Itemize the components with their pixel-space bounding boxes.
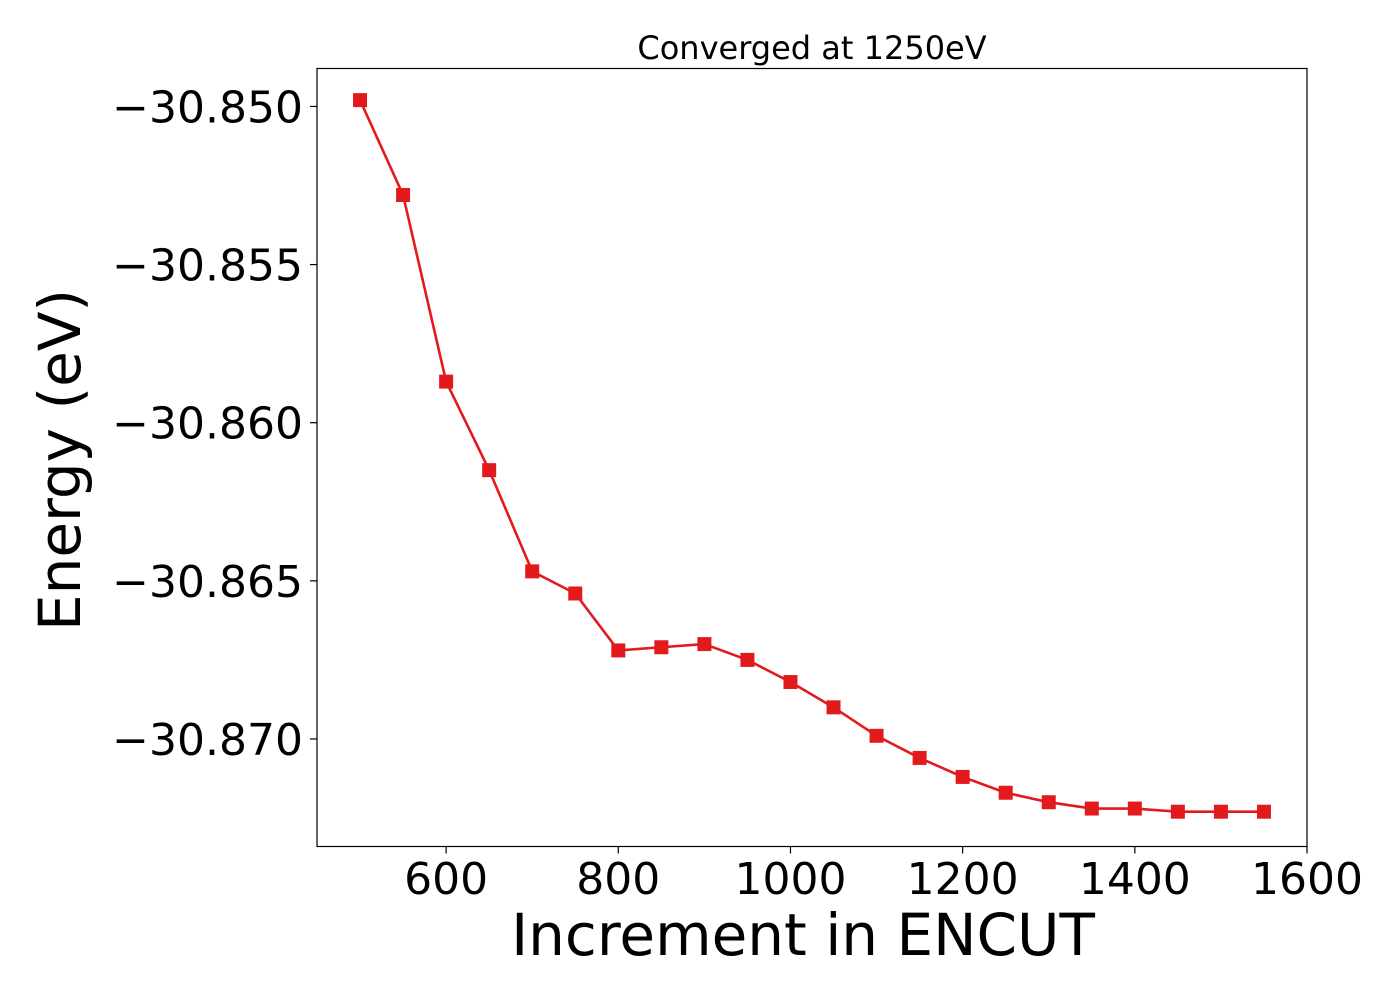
y-tick-label: −30.855 <box>112 241 303 292</box>
data-point-marker <box>1213 804 1228 819</box>
data-point-marker <box>439 374 454 389</box>
data-point-marker <box>1256 804 1271 819</box>
x-tick-label: 1200 <box>907 854 1019 905</box>
y-tick-label: −30.850 <box>112 82 303 133</box>
data-point-marker <box>396 188 411 203</box>
data-point-marker <box>869 728 884 743</box>
data-point-marker <box>353 93 368 108</box>
data-point-marker <box>826 700 841 715</box>
data-point-marker <box>482 463 497 478</box>
plot-frame <box>316 67 1308 848</box>
y-axis-ticks: −30.850 −30.855 −30.860 −30.865 −30.870 <box>112 82 317 766</box>
y-tick-label: −30.870 <box>112 715 303 766</box>
data-point-marker <box>783 675 798 690</box>
x-tick-label: 1000 <box>734 854 846 905</box>
data-point-marker <box>955 769 970 784</box>
data-point-marker <box>525 564 540 579</box>
data-point-marker <box>1170 804 1185 819</box>
data-point-marker <box>1041 795 1056 810</box>
data-point-marker <box>1084 801 1099 816</box>
series-line <box>358 99 1264 814</box>
data-point-marker <box>611 643 626 658</box>
data-point-marker <box>697 637 712 652</box>
data-point-marker <box>568 586 583 601</box>
x-axis-label: Increment in ENCUT <box>511 901 1095 969</box>
chart-title: Converged at 1250eV <box>637 29 986 67</box>
data-point-marker <box>912 750 927 765</box>
data-point-marker <box>998 785 1013 800</box>
y-axis-label: Energy (eV) <box>26 289 94 631</box>
data-point-marker <box>1127 801 1142 816</box>
x-tick-label: 800 <box>576 854 660 905</box>
y-tick-label: −30.865 <box>112 557 303 608</box>
x-tick-label: 1600 <box>1251 854 1363 905</box>
x-tick-label: 600 <box>404 854 488 905</box>
y-tick-label: −30.860 <box>112 399 303 450</box>
x-tick-label: 1400 <box>1079 854 1191 905</box>
x-axis-ticks: 600 800 1000 1200 1400 1600 <box>404 846 1363 905</box>
series-layer <box>353 93 1271 819</box>
data-point-marker <box>740 652 755 667</box>
data-point-marker <box>654 640 669 655</box>
